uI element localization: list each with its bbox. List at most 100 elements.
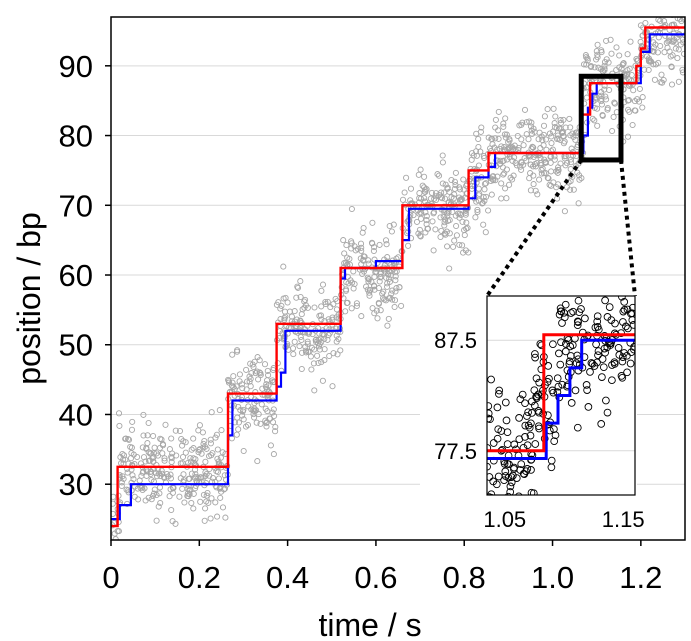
data-point [222,514,229,521]
data-point [229,351,236,358]
data-point [384,280,391,287]
data-point [359,229,366,236]
data-point [218,427,225,434]
data-point [506,154,513,161]
data-point [416,210,423,217]
data-point [390,221,397,228]
data-point [417,215,425,222]
data-point [207,436,214,443]
data-point [353,300,360,307]
data-point [668,64,675,71]
inset-data-point [517,460,526,468]
data-point [151,486,158,493]
data-point [551,120,558,127]
data-point [240,416,247,423]
data-point [182,439,189,446]
data-point [265,391,272,398]
inset-data-point [600,344,609,353]
data-point [491,144,498,151]
data-point [489,173,496,180]
data-point [269,419,277,426]
data-point [333,338,340,345]
data-point [256,369,263,376]
blue-step-line [111,33,685,521]
data-point [578,175,585,182]
data-point [314,352,321,359]
data-point [675,46,682,53]
data-point [459,242,466,249]
data-point [423,221,430,228]
data-point [613,44,620,51]
data-point [509,144,516,151]
data-point [548,168,555,175]
data-point [441,230,448,237]
data-point [159,450,166,457]
data-point [664,44,671,51]
inset-data-point [623,368,631,377]
data-point [201,517,208,524]
inset-data-point [620,298,629,306]
data-point [451,178,458,185]
data-point [509,176,516,183]
data-point [303,349,310,356]
data-point [235,403,242,410]
inset-data-point [500,476,508,485]
data-point [391,303,398,311]
data-point [216,407,223,414]
data-point [405,242,412,249]
data-point [219,504,227,511]
inset-data-point [603,313,612,321]
data-point [217,494,224,501]
data-point [573,132,580,139]
data-point [264,408,271,415]
inset-data-point [601,252,608,259]
inset-data-point [630,345,635,354]
inset-x-tick-label: 1.15 [602,507,645,532]
data-point [421,173,428,180]
data-point [475,162,482,169]
data-point [502,185,509,192]
data-point [403,174,410,181]
data-point [642,19,649,27]
data-point [609,127,616,135]
inset-data-point [573,317,582,326]
data-point [482,180,489,187]
inset-data-point [565,357,574,366]
data-point [368,278,375,285]
inset-data-point [527,466,535,474]
data-point [443,210,450,217]
data-point [678,9,683,14]
data-point [236,371,243,378]
data-point [450,195,457,202]
data-point [603,37,610,44]
data-point [446,265,453,272]
data-point [594,51,601,58]
data-point [389,296,396,303]
data-point [365,260,372,267]
data-point [254,354,261,361]
data-point [251,414,258,421]
data-point [487,145,494,152]
data-point [248,370,255,377]
data-point [492,135,499,142]
data-point [235,426,242,433]
data-point [127,455,135,462]
data-point [452,212,459,219]
data-point [115,551,120,556]
data-point [575,200,582,207]
data-point [178,435,185,443]
data-point [413,218,421,225]
data-point [310,360,317,367]
data-point [435,172,443,179]
data-point [416,190,423,197]
data-point [392,277,399,284]
data-point [230,373,237,380]
y-tick-label: 80 [59,119,93,154]
data-point [679,36,685,43]
data-point [672,45,679,52]
data-point [429,218,436,225]
data-point [655,59,662,66]
data-point [280,263,287,270]
data-point [334,351,341,358]
inset-data-point [586,368,594,376]
